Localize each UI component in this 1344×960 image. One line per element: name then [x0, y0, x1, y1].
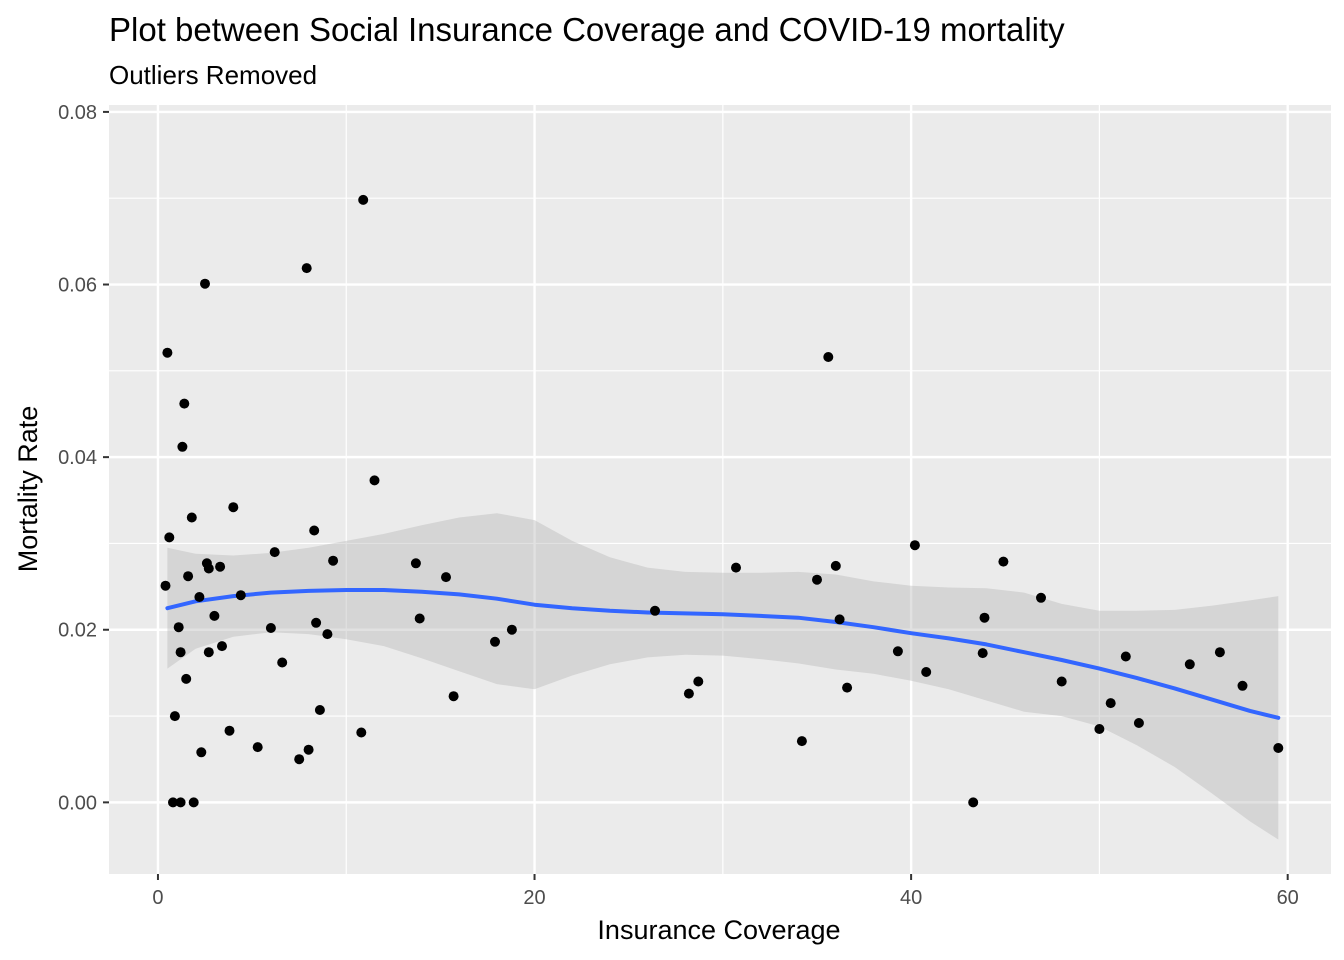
data-point: [414, 613, 425, 624]
chart-title: Plot between Social Insurance Coverage a…: [109, 11, 1065, 48]
data-point: [228, 502, 239, 513]
data-point: [269, 547, 280, 558]
data-point: [265, 623, 276, 633]
data-point: [328, 555, 339, 566]
data-point: [358, 194, 369, 205]
data-point: [162, 347, 173, 358]
data-point: [173, 622, 184, 633]
data-point: [834, 614, 845, 625]
minor-gridlines: [109, 105, 1331, 874]
data-point: [1184, 659, 1195, 670]
data-point: [309, 525, 320, 536]
data-point: [1120, 651, 1131, 662]
y-tick-label: 0.02: [58, 620, 97, 642]
data-point: [1036, 592, 1046, 603]
data-point: [796, 736, 807, 747]
data-point: [188, 797, 199, 808]
x-tick-label: 40: [900, 887, 922, 909]
data-point: [175, 797, 186, 808]
y-tick-label: 0.08: [58, 102, 97, 124]
data-point: [303, 744, 314, 755]
smooth-line-layer: [165, 588, 1281, 720]
y-tick-label: 0.06: [58, 275, 97, 297]
y-axis-title: Mortality Rate: [13, 406, 43, 573]
data-point: [812, 574, 822, 585]
x-tick-label: 0: [152, 887, 163, 909]
data-point: [200, 278, 210, 289]
x-axis: 0 20 40 60: [152, 874, 1299, 909]
data-point: [448, 691, 459, 702]
data-point: [683, 688, 694, 699]
data-point: [823, 352, 834, 362]
x-tick-label: 60: [1277, 887, 1299, 909]
data-point: [356, 727, 367, 738]
data-point: [322, 629, 333, 640]
data-point: [1273, 743, 1284, 753]
data-point: [693, 676, 704, 687]
data-point: [1133, 718, 1144, 728]
data-point: [194, 592, 205, 602]
data-point: [369, 475, 380, 486]
data-point: [217, 641, 227, 652]
data-point: [235, 590, 246, 601]
data-point: [1214, 647, 1225, 658]
data-point: [183, 571, 194, 582]
data-point: [892, 646, 903, 657]
data-point: [909, 540, 920, 551]
data-point: [410, 558, 421, 569]
data-point: [1237, 680, 1248, 691]
x-tick-label: 20: [523, 887, 545, 909]
smooth-line: [165, 588, 1281, 720]
data-point: [252, 742, 263, 753]
data-point: [169, 711, 180, 722]
data-point: [179, 398, 190, 409]
y-tick-label: 0.00: [58, 792, 97, 814]
data-point: [177, 441, 188, 452]
major-gridlines: [109, 105, 1331, 874]
data-point: [175, 647, 186, 658]
data-point: [998, 556, 1009, 567]
data-point: [181, 673, 192, 684]
data-point: [441, 572, 451, 583]
data-point: [215, 561, 226, 572]
data-point: [168, 797, 178, 808]
data-point: [731, 562, 741, 573]
data-point: [1056, 676, 1067, 687]
plot-panel: [109, 105, 1331, 874]
data-point: [196, 747, 207, 758]
data-point: [203, 647, 214, 658]
data-point: [186, 512, 197, 523]
y-axis: 0.00 0.02 0.04 0.06 0.08: [58, 102, 109, 814]
data-point: [979, 612, 990, 623]
data-point: [842, 682, 853, 693]
data-point: [977, 648, 988, 659]
chart-subtitle: Outliers Removed: [109, 60, 317, 90]
data-point: [830, 560, 841, 571]
data-point: [921, 667, 932, 677]
data-point: [311, 617, 322, 628]
data-point: [301, 263, 312, 274]
data-point: [1105, 698, 1116, 709]
data-point: [164, 532, 175, 543]
data-point: [968, 797, 979, 808]
data-point: [314, 705, 325, 715]
data-point: [506, 624, 517, 635]
data-point: [277, 657, 288, 668]
points-layer: [160, 194, 1284, 808]
data-point: [209, 610, 220, 621]
data-point: [294, 754, 305, 765]
data-point: [160, 580, 171, 591]
data-point: [203, 563, 214, 574]
data-point: [1094, 724, 1105, 734]
data-point: [490, 636, 500, 647]
y-tick-label: 0.04: [58, 447, 97, 469]
data-point: [650, 605, 660, 616]
x-axis-title: Insurance Coverage: [597, 915, 840, 945]
data-point: [224, 725, 235, 736]
